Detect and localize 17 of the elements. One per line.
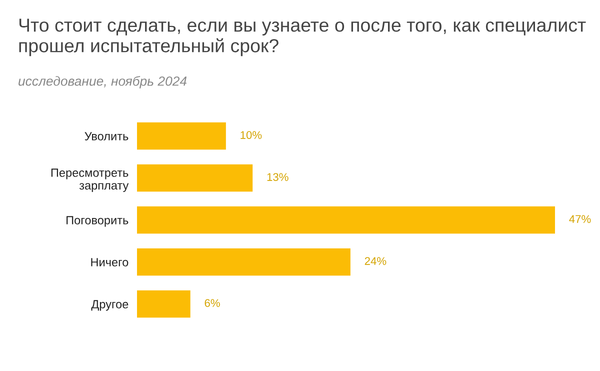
chart-title: Что стоит сделать, если вы узнаете о после того, как специалист прошел испытательный срок? bbox=[19, 18, 586, 56]
data-label: 10% bbox=[240, 131, 262, 139]
y-tick-label: Ничего bbox=[91, 258, 128, 266]
data-label: 47% bbox=[569, 215, 591, 223]
y-tick-label: Пересмотреть зарплату bbox=[51, 168, 129, 192]
bar bbox=[137, 164, 253, 192]
bar bbox=[137, 206, 555, 234]
y-tick-label: Поговорить bbox=[66, 216, 128, 227]
data-label: 24% bbox=[364, 257, 386, 265]
data-label: 13% bbox=[267, 173, 288, 181]
y-tick-label: Уволить bbox=[84, 132, 128, 140]
y-tick-label: Другое bbox=[91, 300, 128, 311]
bar bbox=[137, 248, 350, 276]
bar bbox=[137, 290, 190, 318]
chart-subtitle: исследование, ноябрь 2024 bbox=[18, 76, 187, 88]
data-label: 6% bbox=[204, 299, 220, 307]
bar bbox=[137, 122, 226, 150]
